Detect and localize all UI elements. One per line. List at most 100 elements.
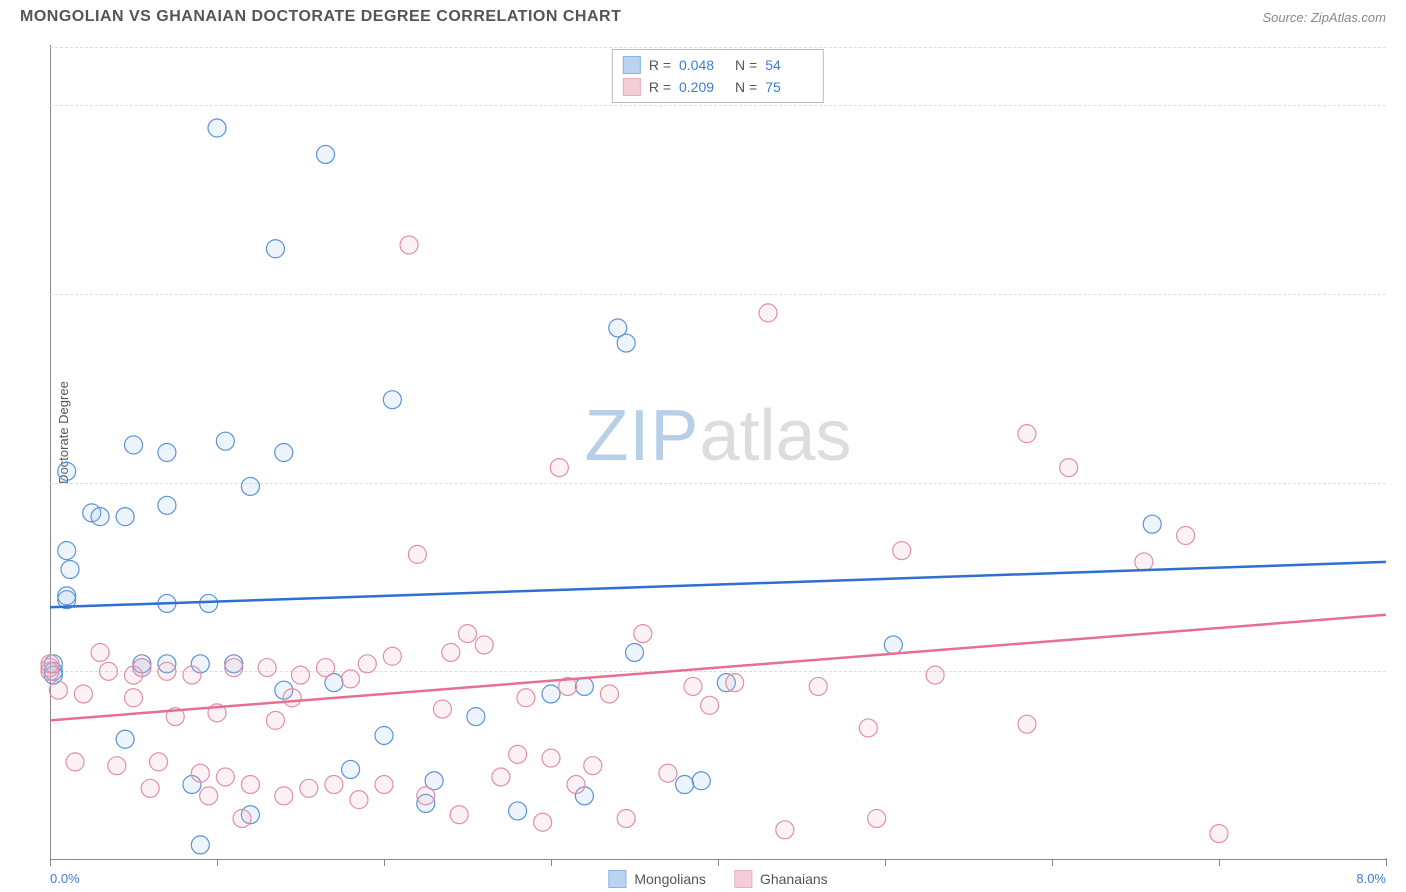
data-point [567, 776, 585, 794]
data-point [1210, 825, 1228, 843]
data-point [91, 508, 109, 526]
data-point [375, 776, 393, 794]
data-point [926, 666, 944, 684]
trend-line [50, 562, 1386, 607]
data-point [200, 787, 218, 805]
data-point [158, 444, 176, 462]
data-point [626, 643, 644, 661]
data-point [342, 760, 360, 778]
data-point [600, 685, 618, 703]
data-point [417, 787, 435, 805]
data-point [141, 779, 159, 797]
data-point [884, 636, 902, 654]
data-point [542, 749, 560, 767]
data-point [542, 685, 560, 703]
y-tick-label: 7.5% [1391, 287, 1406, 302]
data-point [49, 681, 67, 699]
swatch-mongolians [623, 56, 641, 74]
data-point [584, 757, 602, 775]
data-point [241, 477, 259, 495]
data-point [317, 145, 335, 163]
chart-container: Doctorate Degree 2.5%7.5% 0.0%8.0% ZIPat… [50, 45, 1386, 860]
data-point [1135, 553, 1153, 571]
data-point [183, 666, 201, 684]
data-point [1060, 459, 1078, 477]
correlation-row-ghanaians: R = 0.209 N = 75 [623, 76, 813, 98]
data-point [809, 677, 827, 695]
data-point [208, 119, 226, 137]
data-point [74, 685, 92, 703]
data-point [433, 700, 451, 718]
chart-header: MONGOLIAN VS GHANAIAN DOCTORATE DEGREE C… [0, 0, 1406, 30]
data-point [726, 674, 744, 692]
data-point [266, 240, 284, 258]
data-point [225, 659, 243, 677]
x-tick-label: 0.0% [50, 871, 80, 886]
data-point [350, 791, 368, 809]
data-point [292, 666, 310, 684]
data-point [676, 776, 694, 794]
data-point [125, 689, 143, 707]
data-point [91, 643, 109, 661]
data-point [1018, 425, 1036, 443]
data-point [617, 334, 635, 352]
data-point [893, 542, 911, 560]
data-point [400, 236, 418, 254]
data-point [509, 802, 527, 820]
data-point [517, 689, 535, 707]
plot-area: 2.5%7.5% 0.0%8.0% ZIPatlas R = 0.048 N =… [50, 45, 1386, 860]
data-point [1177, 527, 1195, 545]
data-point [342, 670, 360, 688]
data-point [868, 809, 886, 827]
data-point [408, 545, 426, 563]
data-point [58, 542, 76, 560]
data-point [275, 787, 293, 805]
swatch-ghanaians-bottom [734, 870, 752, 888]
data-point [191, 836, 209, 854]
chart-title: MONGOLIAN VS GHANAIAN DOCTORATE DEGREE C… [20, 8, 621, 26]
data-point [300, 779, 318, 797]
data-point [58, 587, 76, 605]
data-point [701, 696, 719, 714]
data-point [200, 594, 218, 612]
data-point [692, 772, 710, 790]
data-point [492, 768, 510, 786]
data-point [66, 753, 84, 771]
data-point [684, 677, 702, 695]
correlation-row-mongolians: R = 0.048 N = 54 [623, 54, 813, 76]
swatch-ghanaians [623, 78, 641, 96]
data-point [575, 677, 593, 695]
data-point [383, 647, 401, 665]
data-point [58, 462, 76, 480]
data-point [450, 806, 468, 824]
scatter-plot-svg [50, 45, 1386, 860]
data-point [233, 809, 251, 827]
y-tick-label: 2.5% [1391, 664, 1406, 679]
data-point [116, 730, 134, 748]
data-point [108, 757, 126, 775]
data-point [634, 625, 652, 643]
legend-item-mongolians: Mongolians [608, 870, 706, 888]
data-point [133, 659, 151, 677]
data-point [467, 708, 485, 726]
data-point [859, 719, 877, 737]
data-point [158, 662, 176, 680]
data-point [41, 655, 59, 673]
data-point [358, 655, 376, 673]
data-point [216, 432, 234, 450]
legend-item-ghanaians: Ghanaians [734, 870, 828, 888]
data-point [550, 459, 568, 477]
data-point [459, 625, 477, 643]
data-point [659, 764, 677, 782]
data-point [61, 560, 79, 578]
data-point [266, 711, 284, 729]
series-legend: Mongolians Ghanaians [608, 870, 827, 888]
data-point [325, 776, 343, 794]
data-point [317, 659, 335, 677]
data-point [1018, 715, 1036, 733]
data-point [158, 496, 176, 514]
data-point [191, 764, 209, 782]
data-point [99, 662, 117, 680]
data-point [125, 436, 143, 454]
data-point [475, 636, 493, 654]
